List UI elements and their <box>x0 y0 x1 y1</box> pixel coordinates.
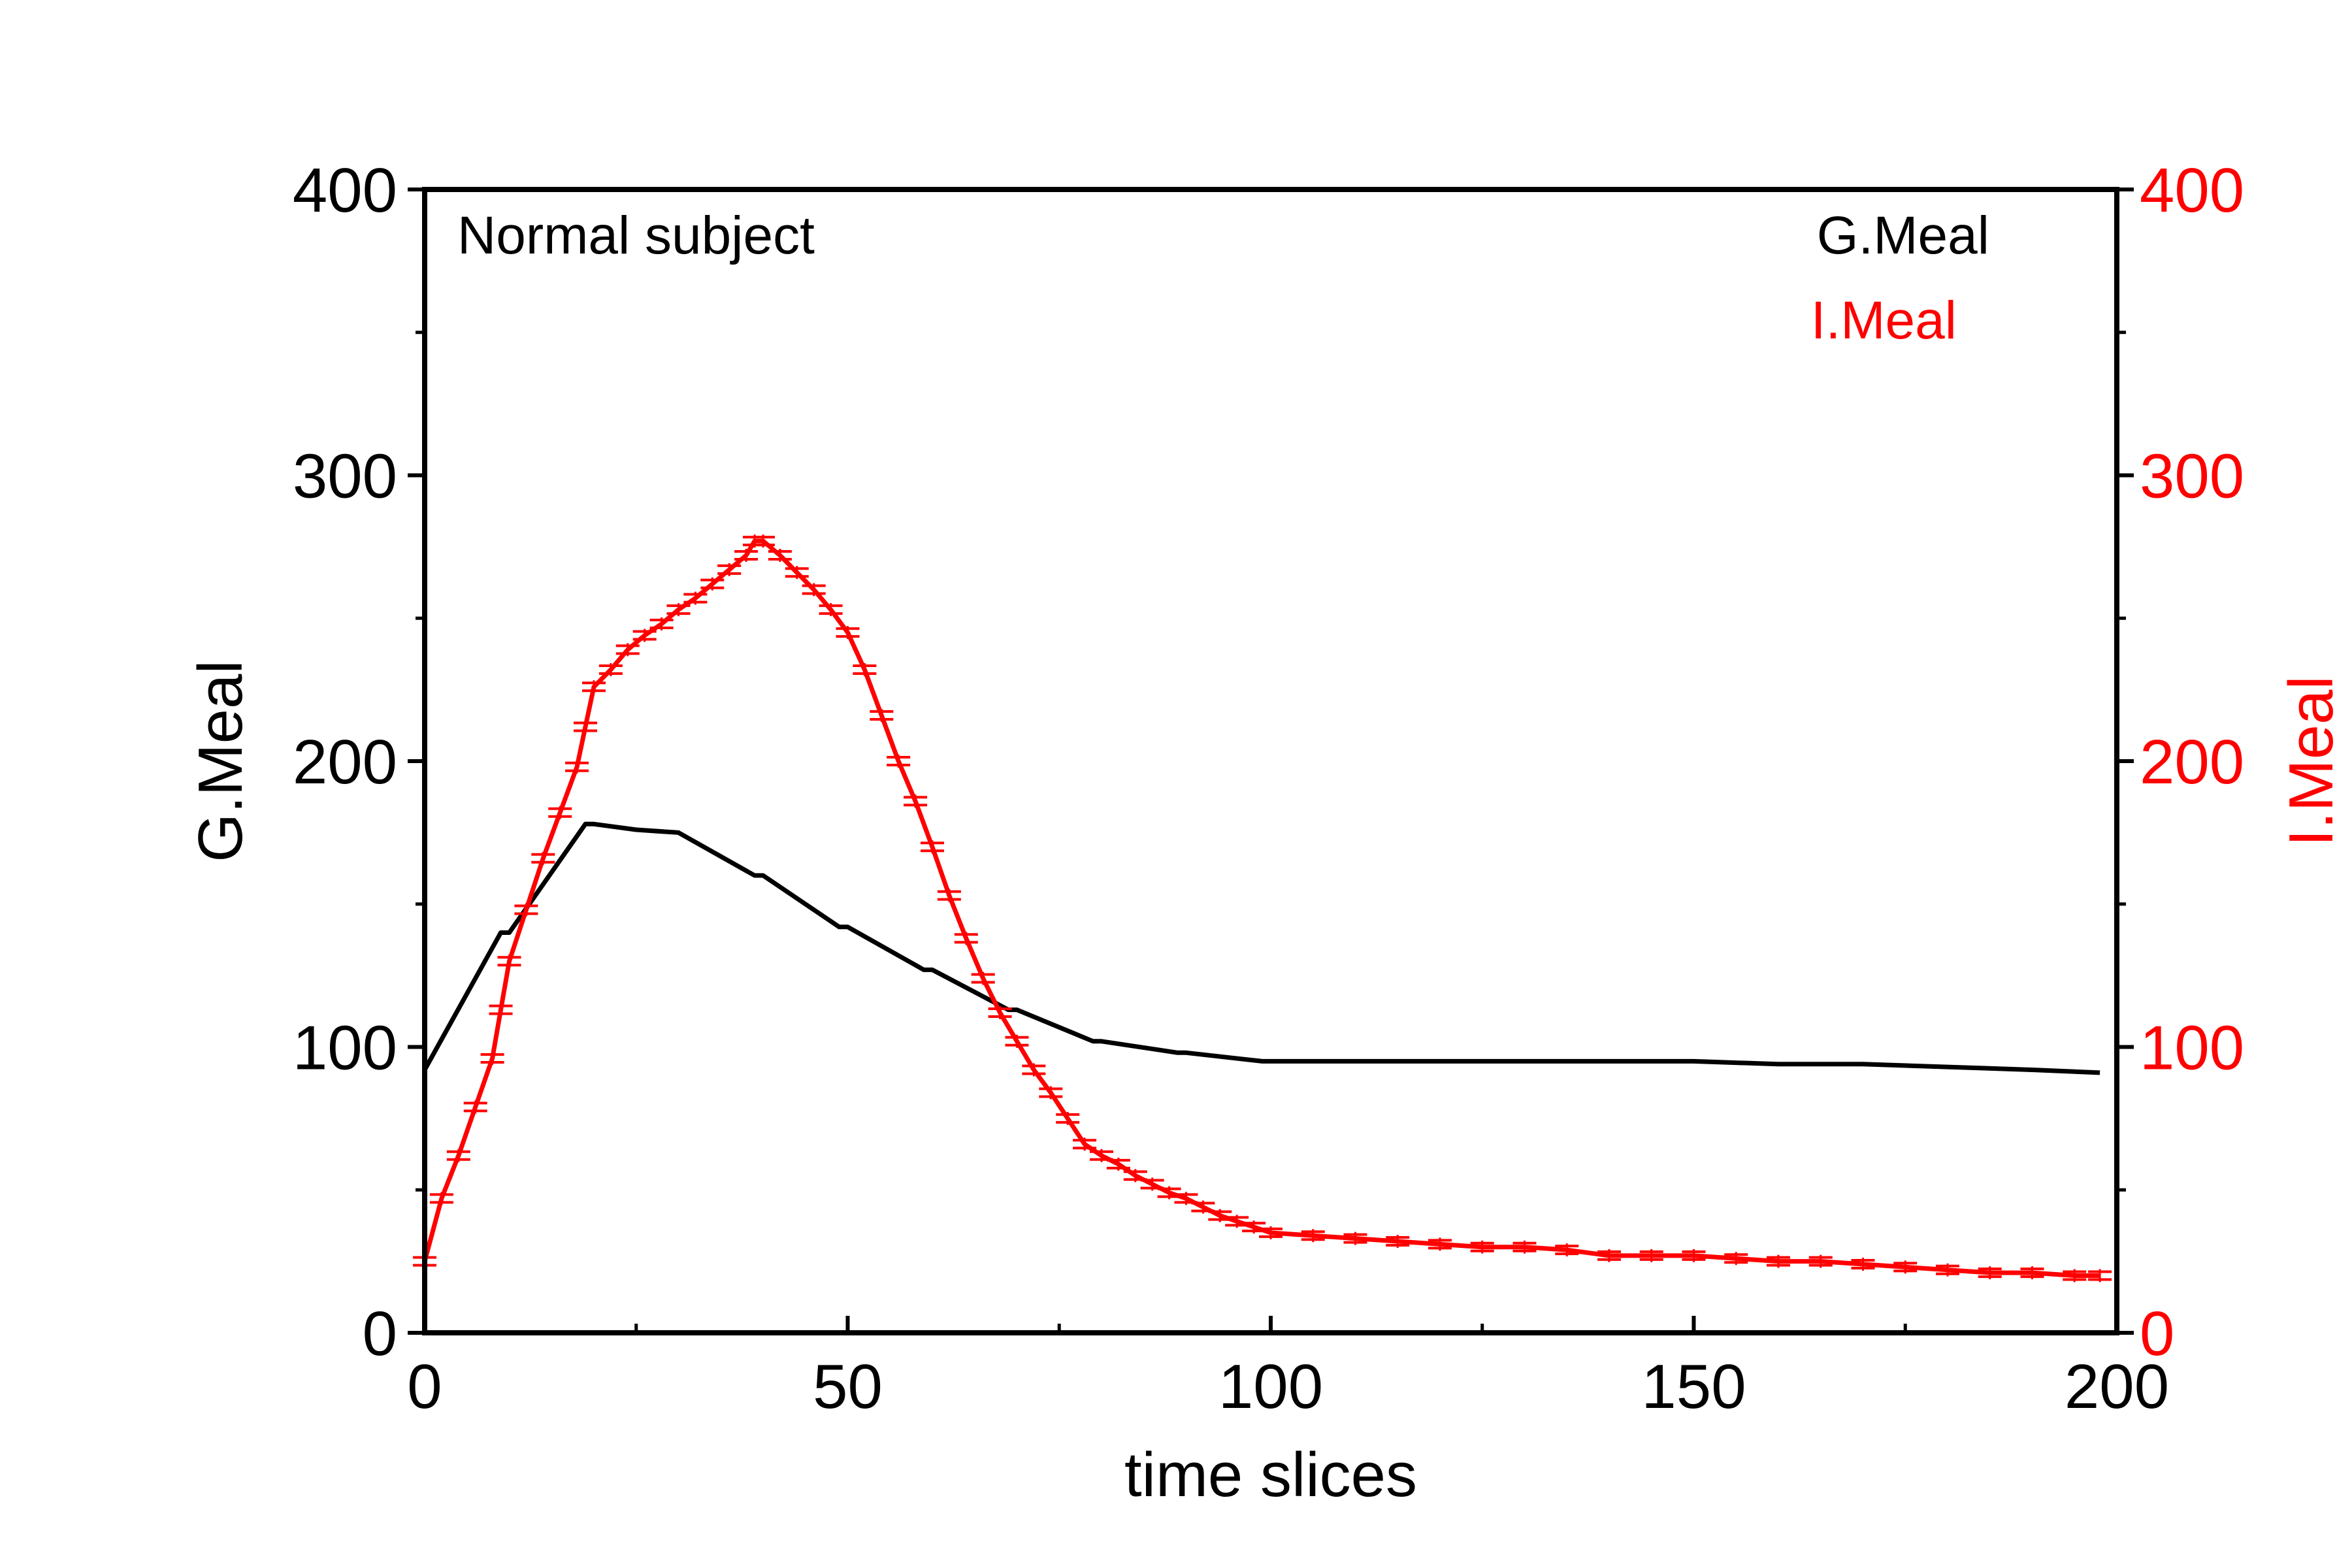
data-point-i-meal <box>1225 1215 1249 1228</box>
data-point-i-meal <box>1242 1220 1266 1234</box>
data-point-i-meal <box>429 1192 453 1205</box>
y-right-tick-label-100: 100 <box>2140 1013 2244 1083</box>
data-point-i-meal <box>717 563 742 576</box>
data-point-i-meal <box>904 794 928 808</box>
data-point-i-meal <box>598 663 623 676</box>
data-point-i-meal <box>1470 1240 1494 1254</box>
y-left-tick-label-300: 300 <box>293 442 397 512</box>
x-tick-label-100: 100 <box>1218 1352 1323 1422</box>
y-left-tick-label-0: 0 <box>363 1299 397 1369</box>
data-point-i-meal <box>1555 1243 1579 1257</box>
data-point-i-meal <box>954 932 978 945</box>
data-point-i-meal <box>819 603 843 617</box>
data-point-i-meal <box>1386 1235 1410 1248</box>
data-point-i-meal <box>700 577 725 591</box>
data-point-i-meal <box>463 1100 487 1114</box>
x-tick-label-50: 50 <box>813 1352 883 1422</box>
data-point-i-meal <box>649 617 674 630</box>
data-point-i-meal <box>1936 1263 1959 1277</box>
data-point-i-meal <box>446 1149 470 1162</box>
data-point-i-meal <box>1893 1260 1918 1274</box>
data-point-i-meal <box>887 755 911 768</box>
x-tick-label-200: 200 <box>2065 1352 2169 1422</box>
data-point-i-meal <box>1724 1252 1748 1266</box>
data-point-i-meal <box>1039 1086 1063 1100</box>
data-point-i-meal <box>531 851 555 865</box>
y-right-tick-label-200: 200 <box>2140 727 2244 797</box>
data-point-i-meal <box>632 629 657 642</box>
legend-entry-i-meal: I.Meal <box>1811 291 1957 350</box>
data-point-i-meal <box>480 1052 504 1065</box>
y-axis-label-right: I.Meal <box>2276 676 2346 846</box>
x-axis-label: time slices <box>1124 1440 1417 1510</box>
data-point-i-meal <box>1073 1137 1097 1151</box>
data-point-i-meal <box>1157 1186 1181 1200</box>
data-point-i-meal <box>1851 1258 1875 1271</box>
data-point-i-meal <box>1343 1232 1367 1245</box>
data-point-i-meal <box>785 566 809 580</box>
y-right-tick-label-0: 0 <box>2140 1299 2174 1369</box>
data-point-i-meal <box>489 1003 513 1017</box>
data-point-i-meal <box>2088 1269 2112 1282</box>
annotation-text: Normal subject <box>457 206 815 265</box>
data-point-i-meal <box>1597 1249 1621 1262</box>
x-tick-label-0: 0 <box>407 1352 442 1422</box>
data-point-i-meal <box>836 626 860 640</box>
data-point-i-meal <box>1978 1266 2002 1280</box>
data-point-i-meal <box>802 583 826 596</box>
data-point-i-meal <box>1428 1237 1452 1251</box>
data-point-i-meal <box>751 534 775 548</box>
x-tick-label-150: 150 <box>1641 1352 1746 1422</box>
data-point-i-meal <box>1106 1157 1130 1171</box>
data-point-i-meal <box>937 889 961 902</box>
data-point-i-meal <box>853 663 877 676</box>
y-left-tick-label-400: 400 <box>293 155 397 225</box>
data-point-i-meal <box>1639 1249 1663 1262</box>
data-point-i-meal <box>1767 1254 1790 1268</box>
series-line-g-meal <box>422 821 2100 1075</box>
data-point-i-meal <box>971 972 995 985</box>
y-right-tick-label-400: 400 <box>2140 155 2244 225</box>
y-left-tick-label-200: 200 <box>293 727 397 797</box>
data-point-i-meal <box>1208 1209 1232 1222</box>
data-point-i-meal <box>1301 1229 1325 1243</box>
data-point-i-meal <box>548 806 572 819</box>
data-point-i-meal <box>497 955 521 968</box>
data-point-i-meal <box>2063 1269 2087 1282</box>
data-point-i-meal <box>565 760 589 774</box>
data-point-i-meal <box>1682 1249 1706 1262</box>
data-point-i-meal <box>2020 1266 2044 1280</box>
data-point-i-meal <box>1056 1111 1080 1125</box>
data-point-i-meal <box>615 643 640 657</box>
y-right-tick-label-300: 300 <box>2140 442 2244 512</box>
data-point-i-meal <box>1512 1240 1537 1254</box>
data-point-i-meal <box>683 591 708 605</box>
data-point-i-meal <box>988 1006 1012 1019</box>
legend-entry-g-meal: G.Meal <box>1817 206 1989 265</box>
data-point-i-meal <box>1022 1063 1046 1077</box>
data-point-i-meal <box>734 549 759 562</box>
data-point-i-meal <box>582 680 606 694</box>
data-point-i-meal <box>1259 1226 1282 1239</box>
data-point-i-meal <box>768 549 792 562</box>
data-point-i-meal <box>921 840 944 854</box>
data-point-i-meal <box>574 720 598 734</box>
data-point-i-meal <box>514 903 538 917</box>
series-layer <box>413 534 2112 1282</box>
y-left-tick-label-100: 100 <box>293 1013 397 1083</box>
data-point-i-meal <box>666 603 691 617</box>
y-axis-label-left: G.Meal <box>186 660 255 862</box>
data-point-i-meal <box>1005 1034 1029 1048</box>
data-point-i-meal <box>870 709 894 722</box>
data-point-i-meal <box>1808 1254 1833 1268</box>
